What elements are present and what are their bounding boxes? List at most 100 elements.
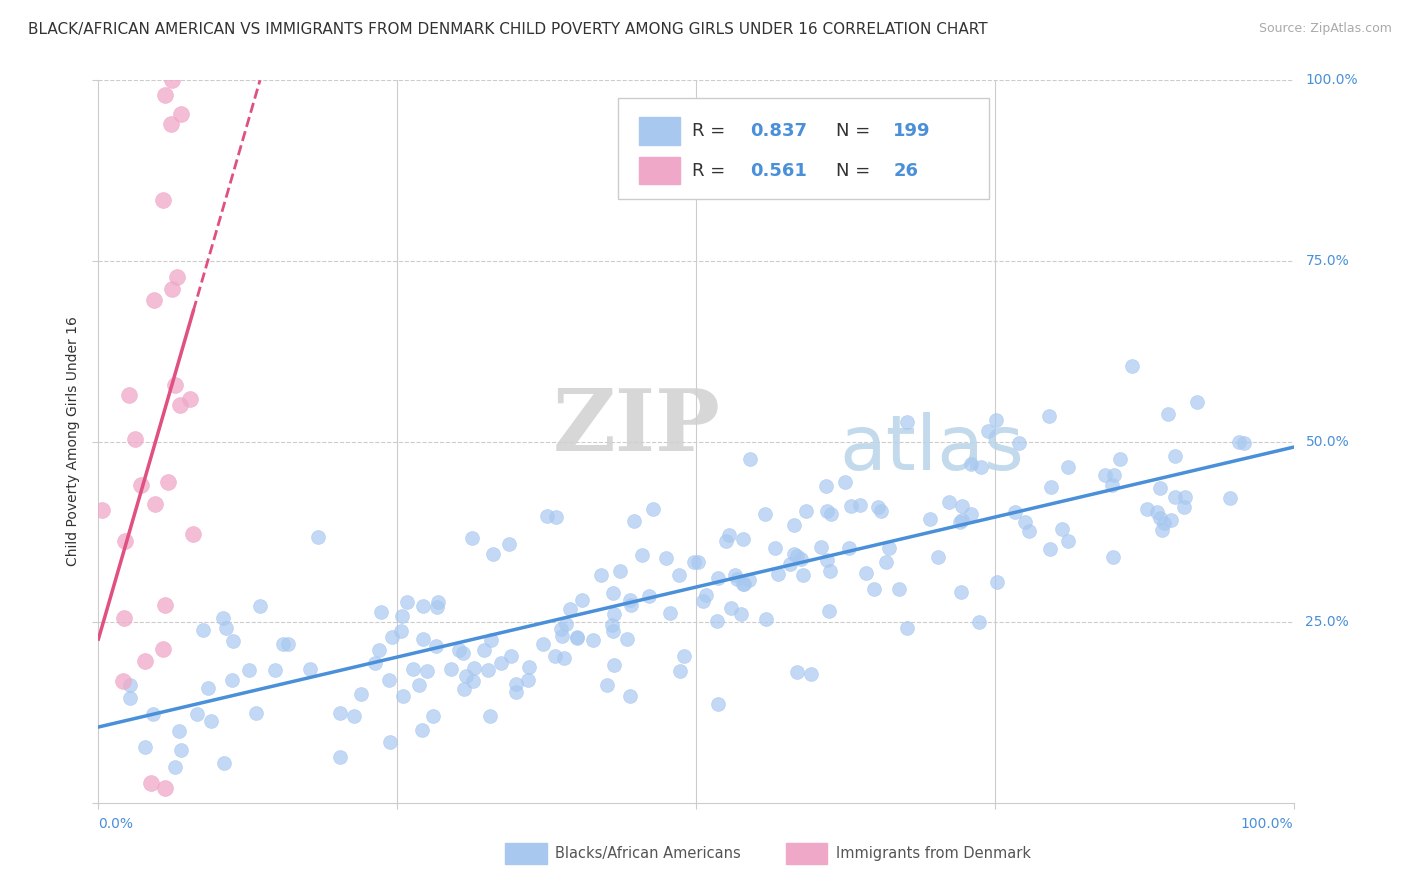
Point: [683, 555, 706, 569]
Point: [378, 673, 401, 688]
Point: [603, 607, 626, 621]
Point: [124, 432, 146, 446]
Point: [818, 603, 841, 617]
Point: [984, 413, 1007, 427]
Point: [855, 566, 877, 580]
Point: [863, 582, 886, 596]
Point: [870, 504, 893, 518]
Point: [1121, 359, 1143, 373]
Point: [949, 515, 972, 529]
Text: N =: N =: [835, 161, 876, 179]
Point: [499, 649, 522, 664]
Point: [716, 533, 738, 548]
Point: [222, 634, 245, 648]
Point: [1101, 478, 1123, 492]
Point: [152, 641, 174, 656]
Point: [1219, 491, 1241, 505]
Point: [402, 662, 425, 676]
Point: [517, 659, 540, 673]
Point: [134, 739, 156, 754]
Point: [631, 548, 654, 562]
Point: [717, 528, 740, 542]
Point: [155, 87, 177, 102]
Point: [411, 723, 433, 738]
Point: [329, 706, 352, 721]
Text: 50.0%: 50.0%: [1306, 434, 1350, 449]
Point: [263, 664, 285, 678]
Point: [170, 106, 193, 120]
Point: [707, 571, 730, 585]
Point: [370, 605, 392, 619]
Point: [163, 377, 186, 392]
Point: [134, 653, 156, 667]
Point: [800, 667, 823, 681]
FancyBboxPatch shape: [505, 843, 547, 864]
Point: [408, 678, 430, 692]
Point: [505, 677, 527, 691]
Point: [766, 566, 789, 581]
Text: 0.0%: 0.0%: [98, 817, 134, 831]
Point: [779, 558, 801, 572]
Point: [1101, 550, 1123, 565]
Point: [1108, 452, 1130, 467]
Point: [782, 518, 804, 533]
Point: [120, 691, 142, 706]
Point: [986, 574, 1008, 589]
Point: [380, 735, 402, 749]
Point: [551, 629, 574, 643]
Point: [1160, 513, 1182, 527]
Point: [277, 637, 299, 651]
Point: [815, 479, 838, 493]
Point: [725, 572, 748, 586]
Point: [571, 592, 593, 607]
Point: [1050, 522, 1073, 536]
Point: [1227, 435, 1250, 450]
Point: [815, 504, 838, 518]
Point: [950, 513, 973, 527]
Point: [849, 498, 872, 512]
Text: 75.0%: 75.0%: [1306, 254, 1350, 268]
Point: [707, 697, 730, 711]
Text: Immigrants from Denmark: Immigrants from Denmark: [835, 846, 1031, 861]
Point: [603, 658, 626, 673]
Point: [658, 606, 681, 620]
Point: [118, 388, 141, 402]
Point: [544, 510, 567, 524]
Point: [142, 707, 165, 722]
Point: [1150, 523, 1173, 537]
Point: [550, 622, 572, 636]
Point: [153, 781, 176, 796]
Point: [170, 743, 193, 757]
Point: [655, 550, 678, 565]
Point: [875, 555, 897, 569]
Text: N =: N =: [835, 122, 876, 140]
Point: [1149, 511, 1171, 525]
Text: BLACK/AFRICAN AMERICAN VS IMMIGRANTS FROM DENMARK CHILD POVERTY AMONG GIRLS UNDE: BLACK/AFRICAN AMERICAN VS IMMIGRANTS FRO…: [28, 22, 988, 37]
Point: [90, 503, 112, 517]
Point: [1014, 515, 1036, 529]
Point: [720, 601, 742, 615]
Point: [783, 547, 806, 561]
Point: [472, 642, 495, 657]
Point: [169, 399, 191, 413]
Point: [695, 588, 717, 602]
Point: [456, 669, 478, 683]
Point: [792, 567, 814, 582]
Point: [567, 632, 589, 646]
Point: [1136, 501, 1159, 516]
Point: [976, 424, 998, 438]
Point: [1232, 436, 1254, 450]
Point: [1004, 505, 1026, 519]
Point: [183, 526, 205, 541]
Point: [754, 508, 776, 522]
Point: [298, 661, 321, 675]
Point: [197, 681, 219, 695]
Point: [834, 475, 856, 489]
Point: [1056, 459, 1078, 474]
Point: [142, 293, 165, 307]
Point: [152, 193, 174, 207]
Point: [329, 749, 352, 764]
Point: [688, 555, 710, 569]
Point: [112, 674, 135, 689]
Point: [868, 500, 890, 514]
